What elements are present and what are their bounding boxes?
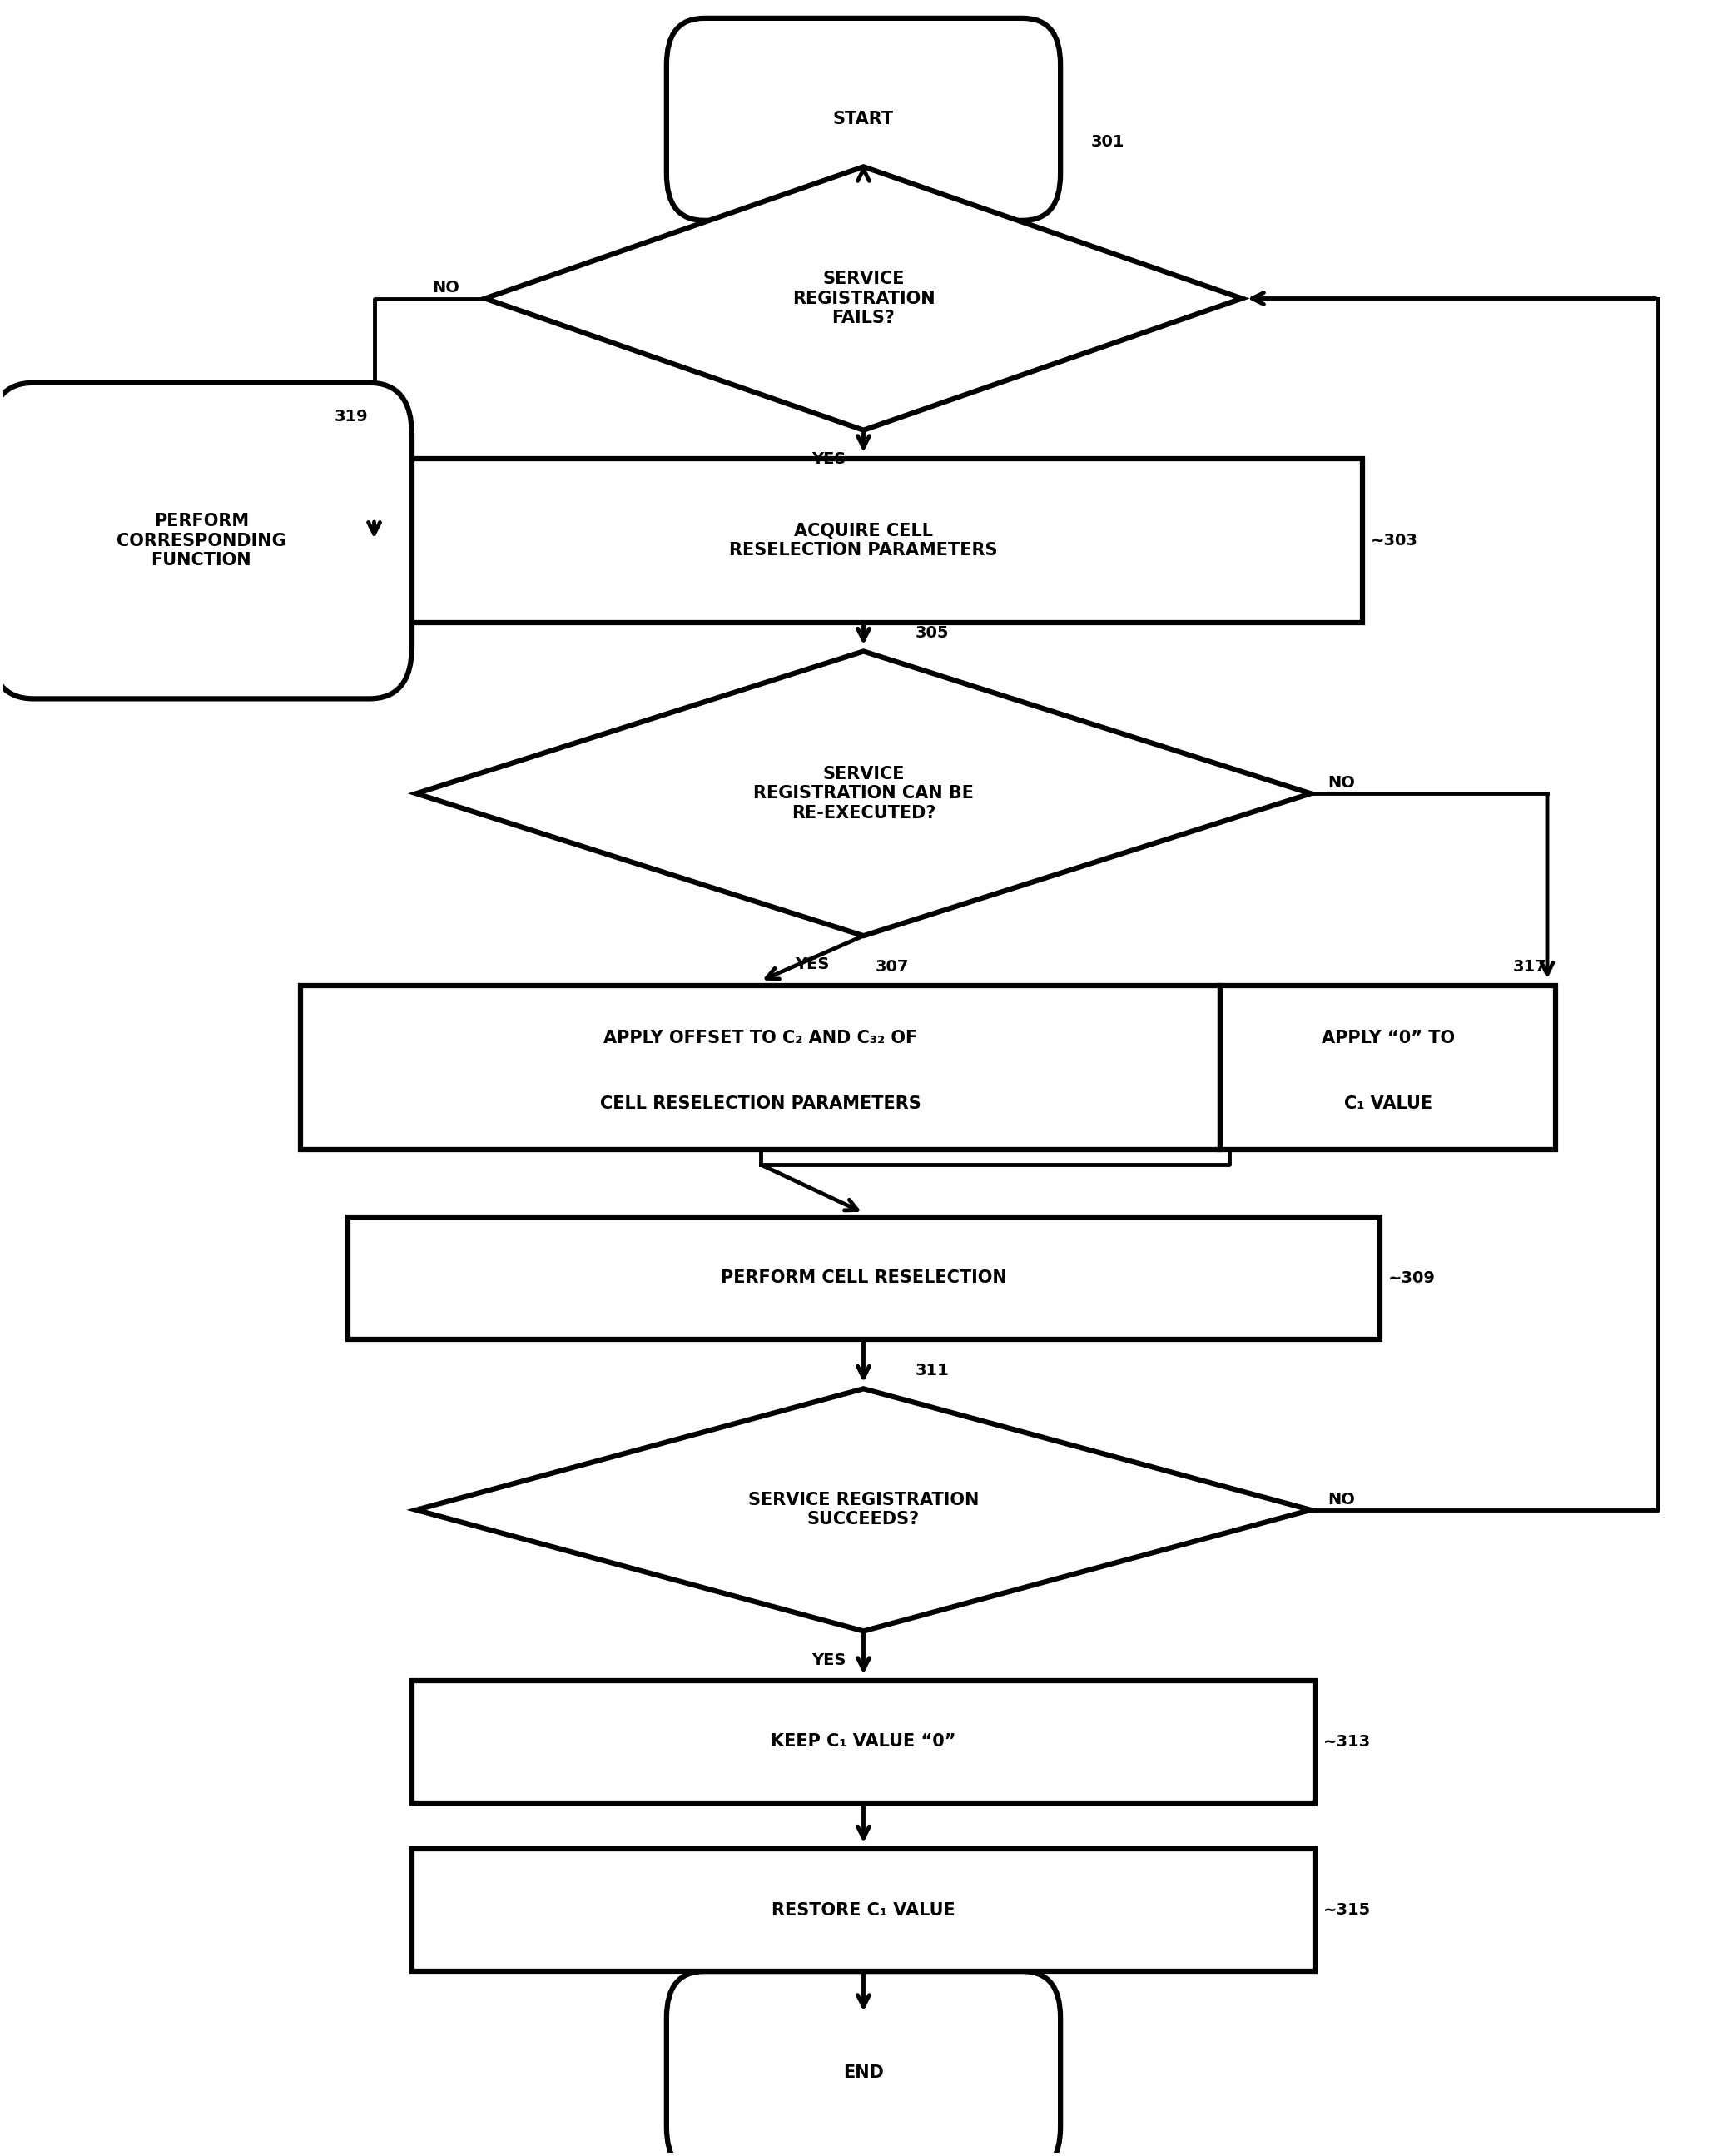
Text: NO: NO [432,280,459,295]
Polygon shape [416,651,1311,936]
Polygon shape [416,1388,1311,1632]
Text: PERFORM
CORRESPONDING
FUNCTION: PERFORM CORRESPONDING FUNCTION [116,513,287,569]
Bar [364,459,1363,623]
Bar [300,985,1221,1149]
Text: END: END [843,2063,884,2081]
FancyBboxPatch shape [667,1971,1060,2156]
Text: RESTORE C₁ VALUE: RESTORE C₁ VALUE [772,1902,955,1919]
Text: 307: 307 [876,959,908,975]
FancyBboxPatch shape [667,17,1060,220]
Text: 319: 319 [335,410,368,425]
Text: APPLY OFFSET TO C₂ AND C₃₂ OF: APPLY OFFSET TO C₂ AND C₃₂ OF [603,1031,917,1046]
Text: ~309: ~309 [1389,1270,1435,1287]
Text: YES: YES [812,1651,846,1669]
Bar [347,1216,1380,1339]
Text: 301: 301 [1090,134,1124,151]
Text: ACQUIRE CELL
RESELECTION PARAMETERS: ACQUIRE CELL RESELECTION PARAMETERS [729,522,998,558]
Bar [413,1680,1314,1802]
Bar [413,1850,1314,1971]
Text: CELL RESELECTION PARAMETERS: CELL RESELECTION PARAMETERS [599,1095,920,1112]
Text: NO: NO [1328,1492,1356,1507]
Text: ~303: ~303 [1371,533,1418,548]
Text: SERVICE
REGISTRATION
FAILS?: SERVICE REGISTRATION FAILS? [793,272,934,326]
Text: C₁ VALUE: C₁ VALUE [1344,1095,1432,1112]
Text: APPLY “0” TO: APPLY “0” TO [1321,1031,1454,1046]
Text: YES: YES [794,957,829,972]
Text: NO: NO [1328,776,1356,791]
Text: SERVICE REGISTRATION
SUCCEEDS?: SERVICE REGISTRATION SUCCEEDS? [748,1492,979,1529]
Text: ~315: ~315 [1323,1902,1371,1919]
Text: ~313: ~313 [1323,1733,1371,1749]
Text: START: START [832,110,895,127]
Text: 311: 311 [915,1363,950,1378]
Text: 305: 305 [915,625,948,640]
Text: KEEP C₁ VALUE “0”: KEEP C₁ VALUE “0” [770,1733,957,1751]
Polygon shape [485,166,1242,429]
FancyBboxPatch shape [0,384,413,699]
Text: 317: 317 [1513,959,1547,975]
Text: YES: YES [812,451,846,468]
Text: SERVICE
REGISTRATION CAN BE
RE-EXECUTED?: SERVICE REGISTRATION CAN BE RE-EXECUTED? [753,765,974,821]
Text: PERFORM CELL RESELECTION: PERFORM CELL RESELECTION [720,1270,1007,1287]
Bar [1221,985,1556,1149]
